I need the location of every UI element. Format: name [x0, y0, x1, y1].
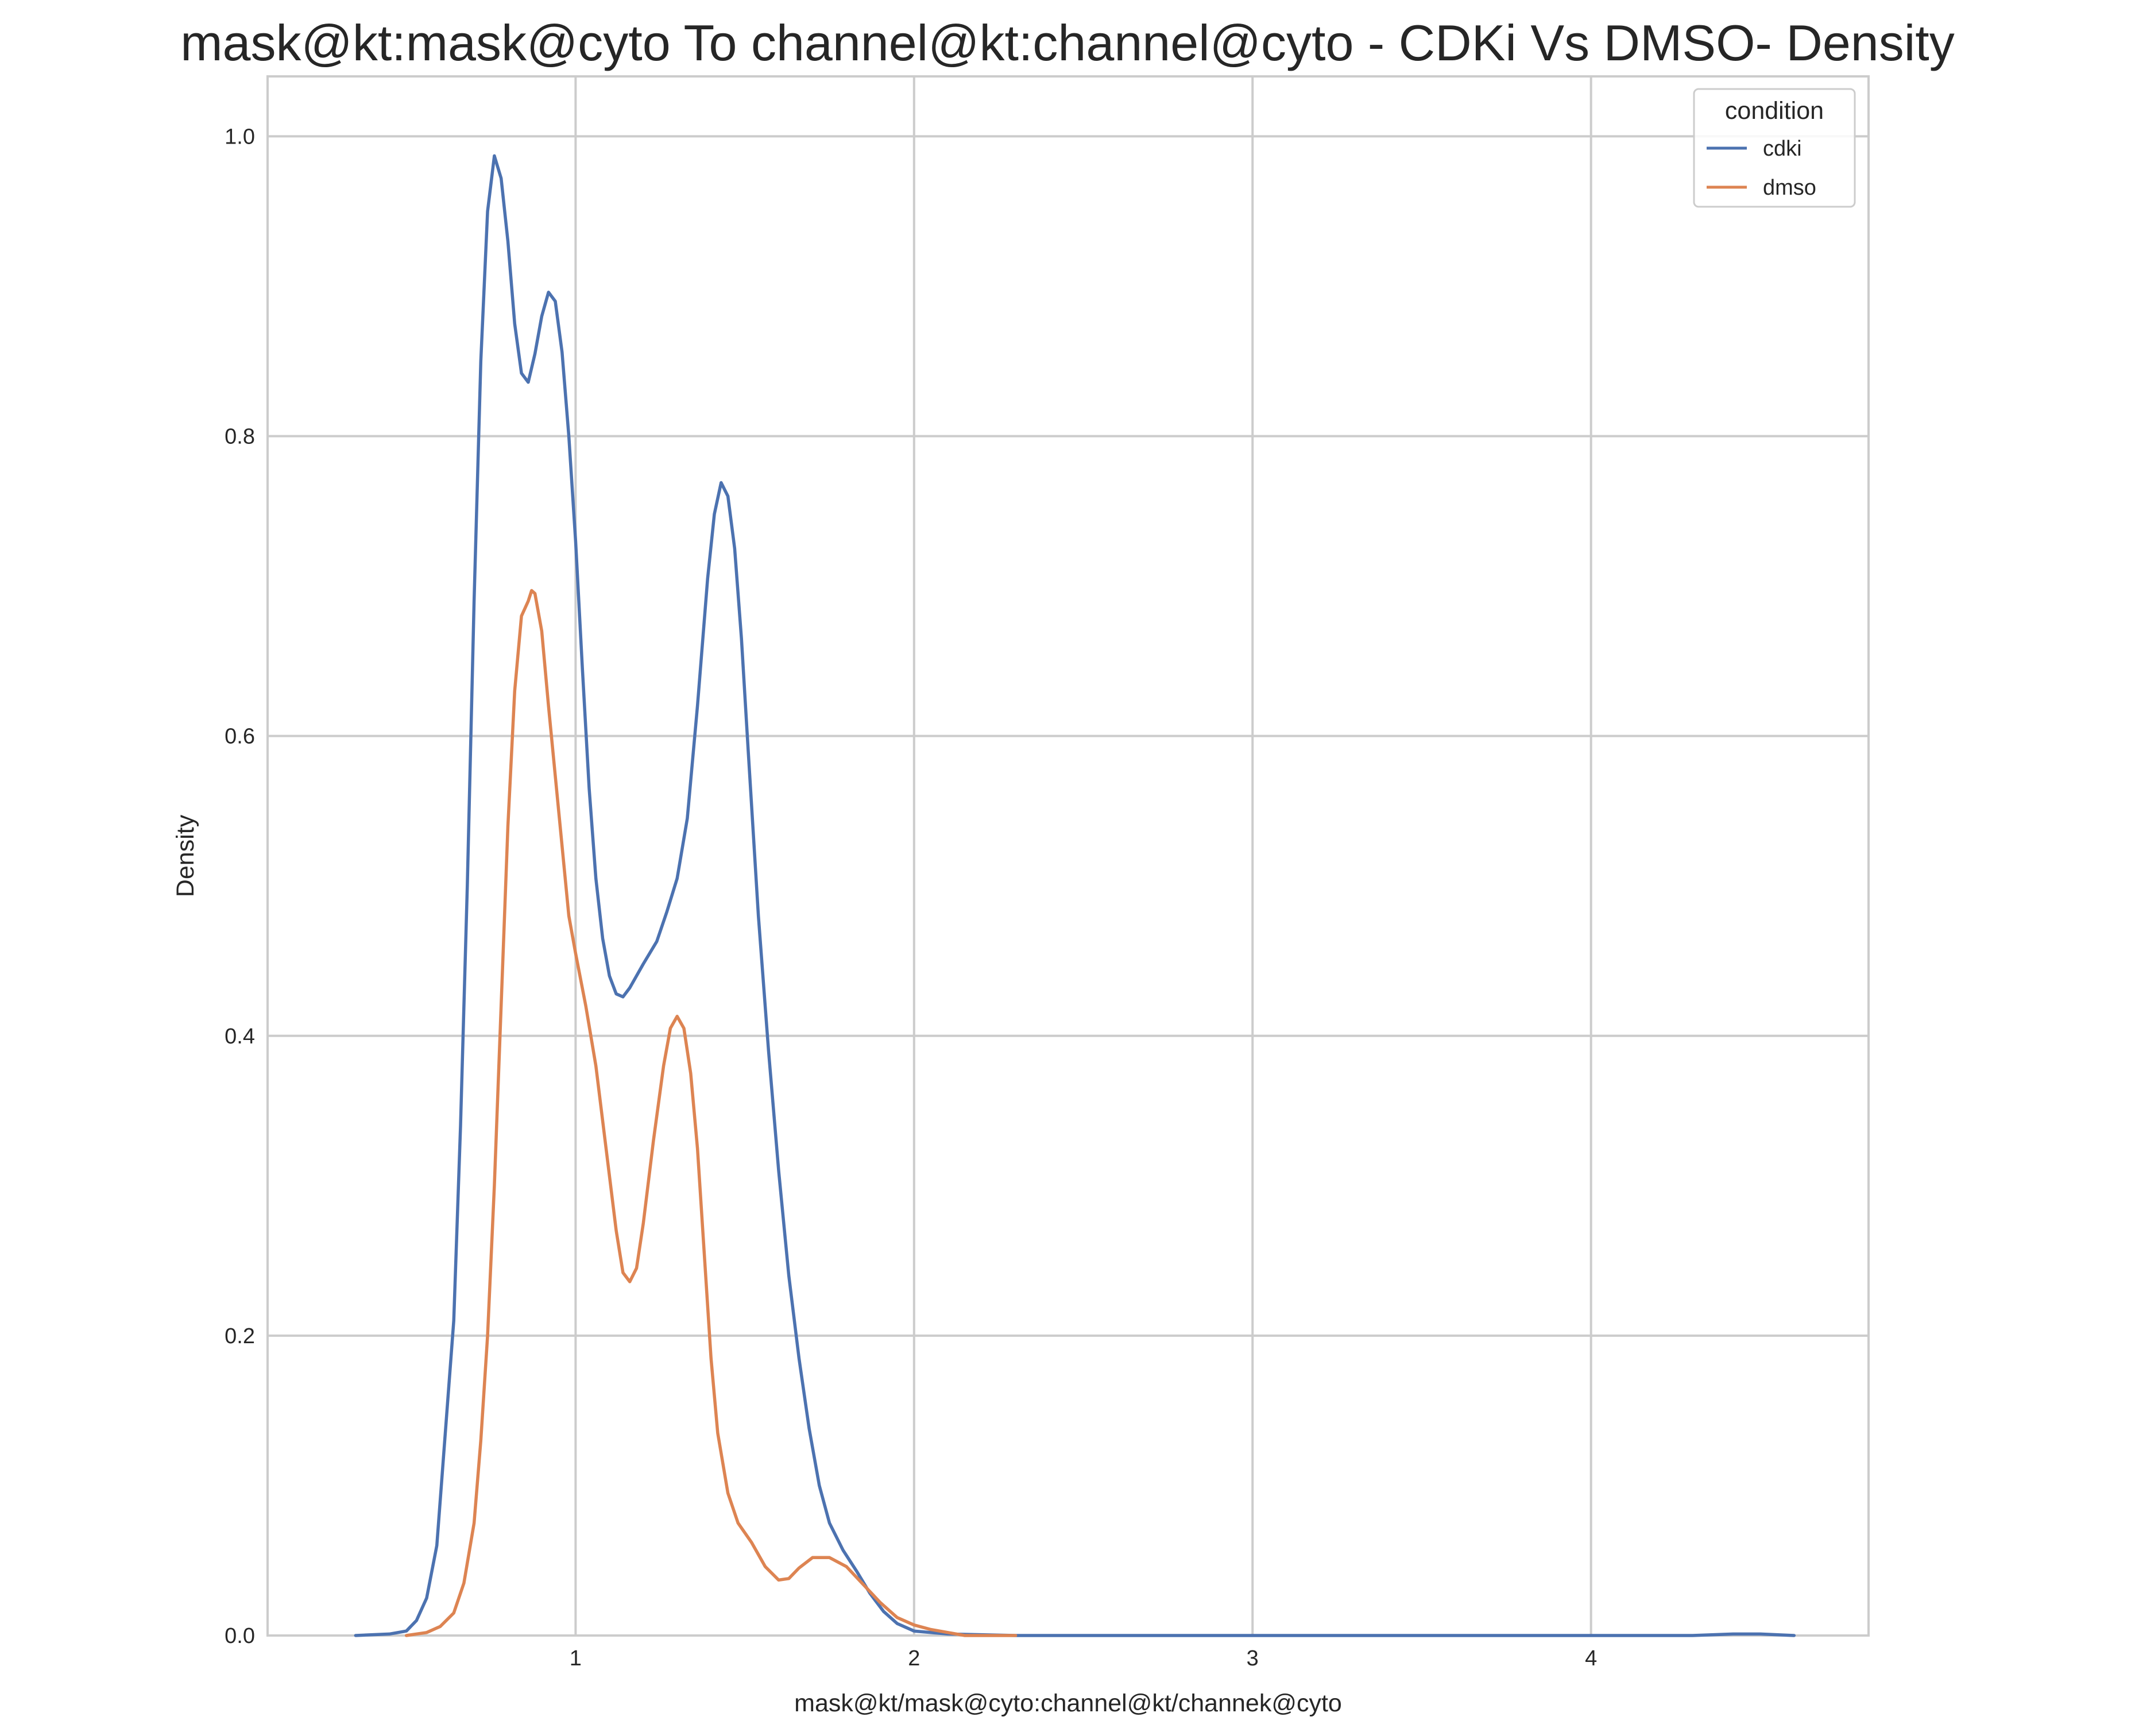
x-tick-label: 1 [570, 1646, 582, 1671]
y-tick-label: 0.0 [225, 1624, 255, 1648]
y-tick-label: 0.2 [225, 1324, 255, 1348]
legend-label-dmso: dmso [1763, 176, 1816, 200]
x-tick-label: 4 [1585, 1646, 1597, 1671]
legend-label-cdki: cdki [1763, 137, 1802, 161]
y-tick-label: 1.0 [225, 125, 255, 149]
y-tick-label: 0.8 [225, 425, 255, 449]
series-line-dmso [404, 589, 1018, 1637]
x-tick-label: 3 [1247, 1646, 1259, 1671]
series-line-cdki [354, 154, 1796, 1637]
x-axis-label: mask@kt/mask@cyto:channel@kt/channek@cyt… [794, 1689, 1342, 1717]
tick-labels: 1 2 3 4 0.0 0.2 0.4 0.6 0.8 1.0 [225, 125, 1597, 1671]
legend-box [1693, 88, 1856, 208]
y-tick-label: 0.6 [225, 725, 255, 749]
y-tick-label: 0.4 [225, 1024, 255, 1049]
legend-title: condition [1725, 97, 1824, 125]
chart-title: mask@kt:mask@cyto To channel@kt:channel@… [180, 14, 1955, 71]
series-lines [354, 154, 1796, 1637]
legend: condition cdki dmso [1693, 88, 1856, 208]
x-tick-label: 2 [908, 1646, 920, 1671]
y-axis-label: Density [172, 814, 199, 897]
